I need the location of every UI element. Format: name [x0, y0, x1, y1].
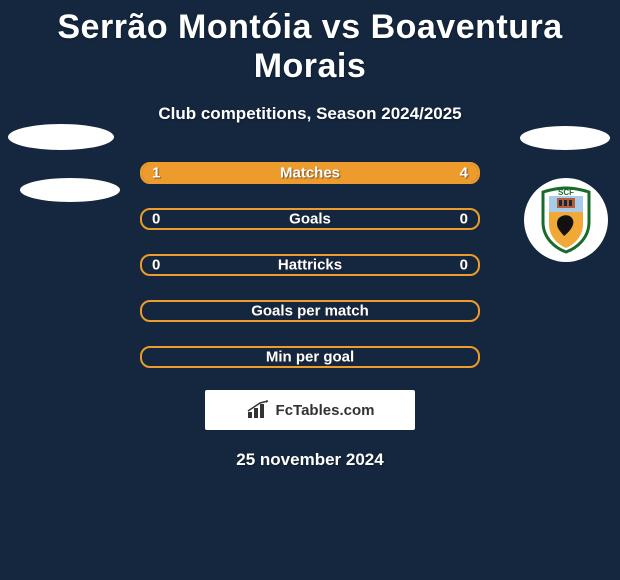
shield-icon: SCF	[537, 186, 595, 254]
player-left-avatar-2	[20, 178, 120, 202]
bar-mpg-label: Min per goal	[266, 349, 354, 366]
bar-goals: 0 Goals 0	[140, 208, 480, 230]
bar-hattricks-label: Hattricks	[278, 257, 342, 274]
bar-matches-label: Matches	[280, 165, 340, 182]
bar-hattricks: 0 Hattricks 0	[140, 254, 480, 276]
bar-matches-fill-right	[209, 164, 478, 182]
subtitle: Club competitions, Season 2024/2025	[0, 104, 620, 124]
bar-chart-icon	[246, 400, 272, 420]
bar-hattricks-value-left: 0	[152, 257, 160, 274]
bar-goals-value-left: 0	[152, 211, 160, 228]
bar-hattricks-value-right: 0	[460, 257, 468, 274]
bar-goals-per-match: Goals per match	[140, 300, 480, 322]
player-right-avatar-1	[520, 126, 610, 150]
bar-matches: 1 Matches 4	[140, 162, 480, 184]
bar-matches-value-right: 4	[460, 165, 468, 182]
bar-matches-value-left: 1	[152, 165, 160, 182]
shield-label: SCF	[558, 188, 574, 197]
player-left-avatar-1	[8, 124, 114, 150]
bar-goals-value-right: 0	[460, 211, 468, 228]
page-title: Serrão Montóia vs Boaventura Morais	[0, 0, 620, 86]
brand-text: FcTables.com	[276, 402, 375, 419]
club-badge-right: SCF	[524, 178, 608, 262]
date: 25 november 2024	[0, 450, 620, 470]
bar-min-per-goal: Min per goal	[140, 346, 480, 368]
comparison-bars: 1 Matches 4 0 Goals 0 0 Hattricks 0 Goal…	[140, 162, 480, 368]
bar-goals-label: Goals	[289, 211, 331, 228]
brand-badge: FcTables.com	[205, 390, 415, 430]
bar-gpm-label: Goals per match	[251, 303, 369, 320]
